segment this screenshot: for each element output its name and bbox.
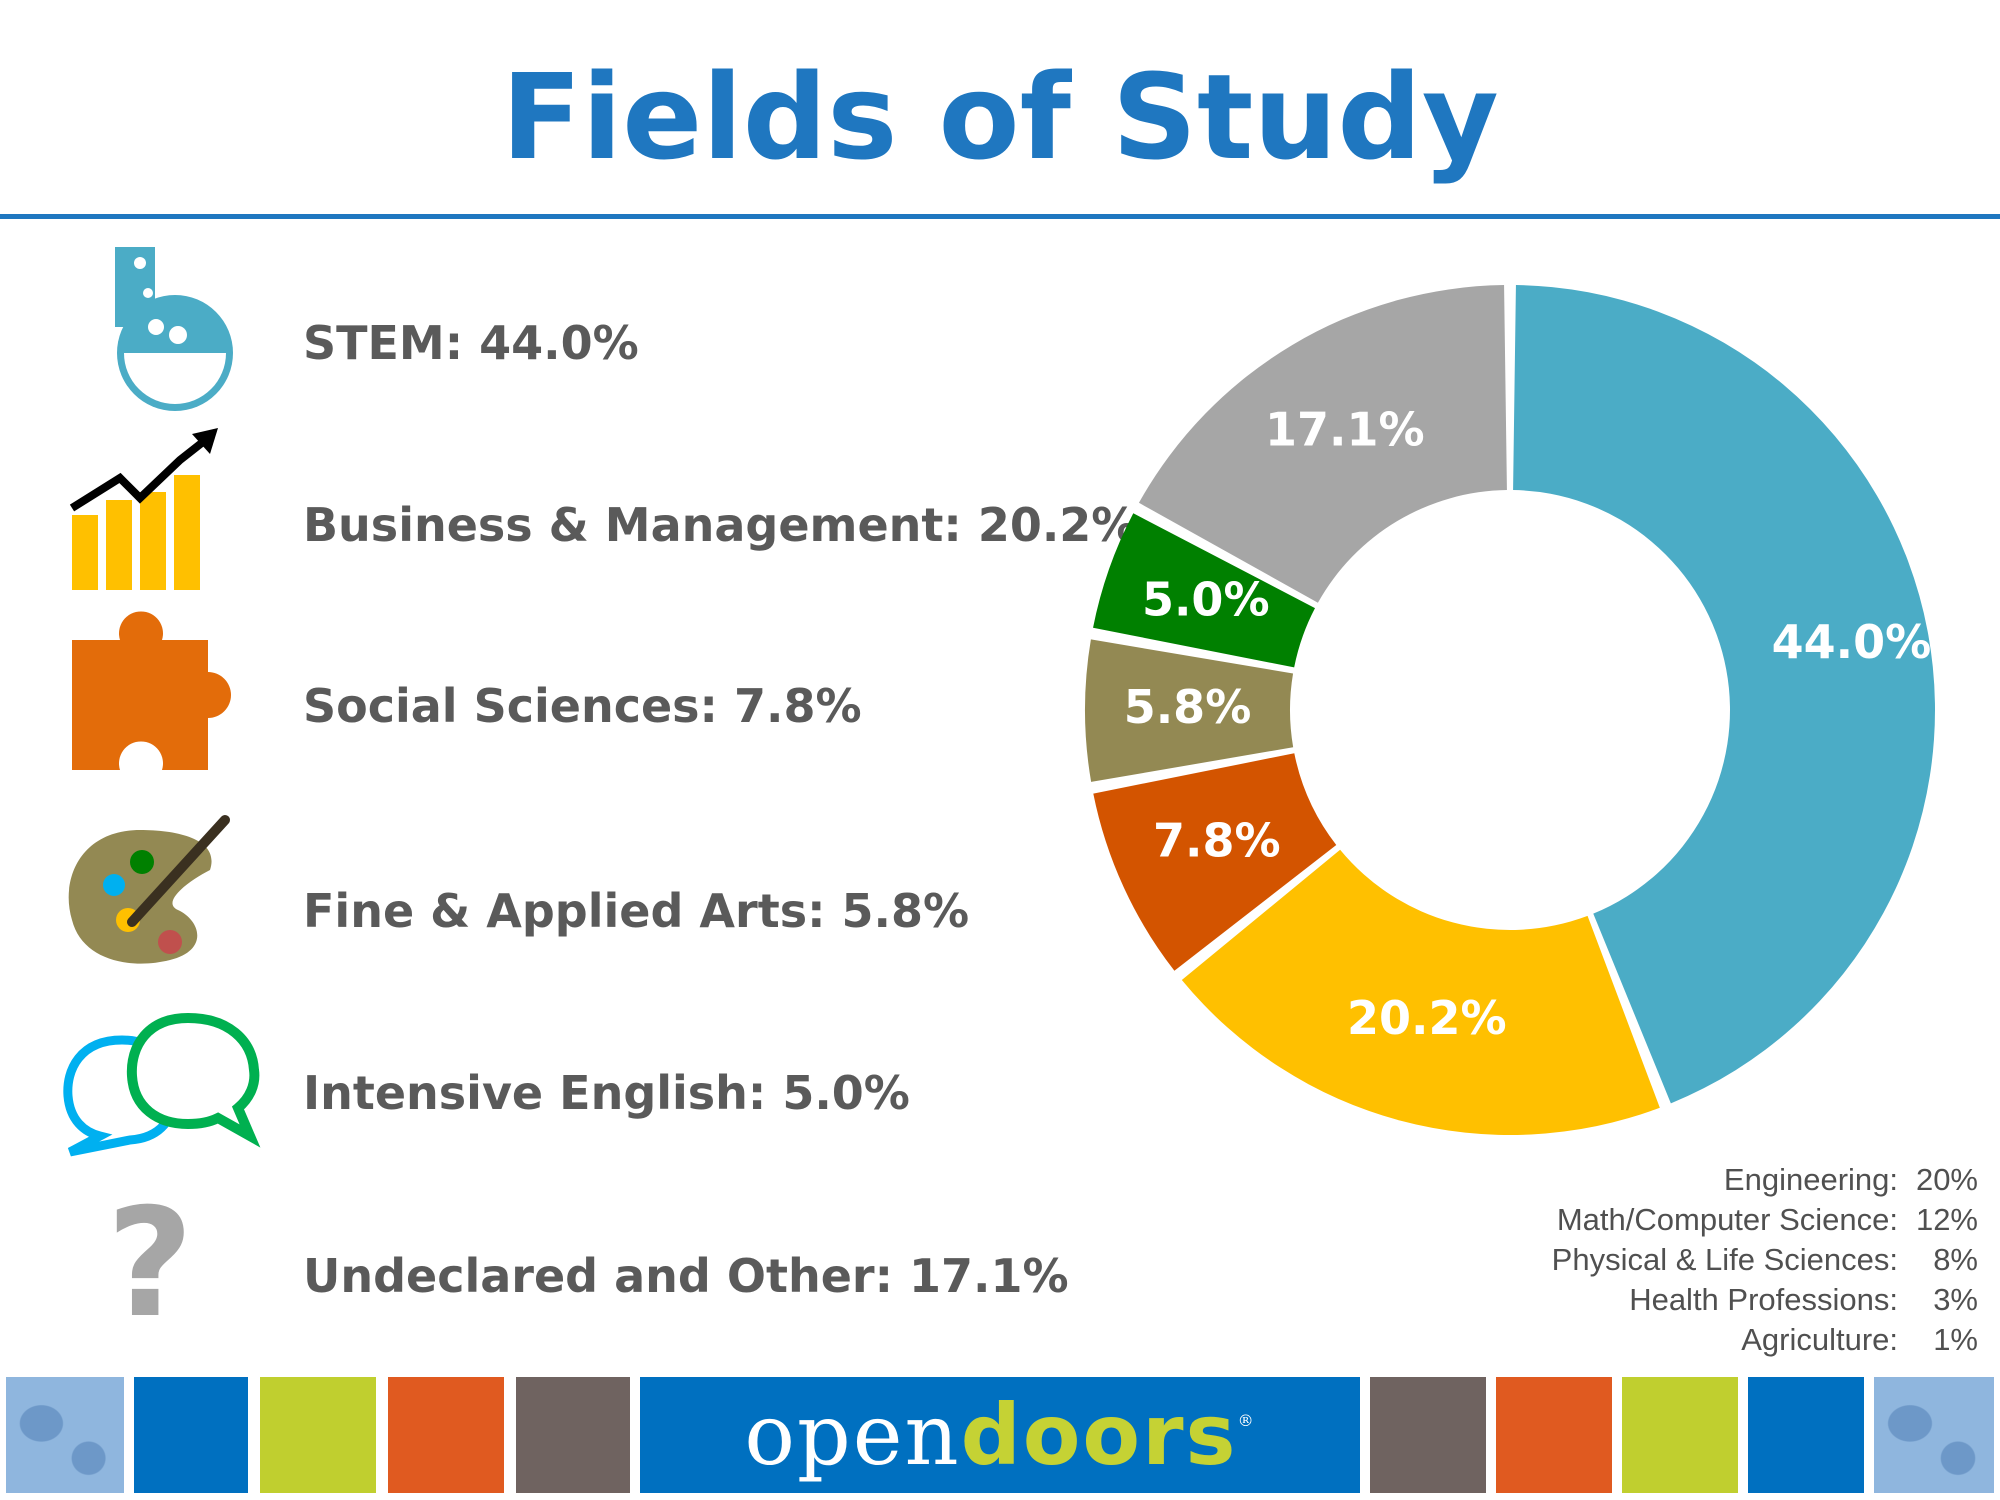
field-row-english: Intensive English: 5.0% [0,1005,1060,1157]
slice-data-label: 17.1% [1265,403,1425,457]
world-map-tile-left [6,1377,124,1493]
svg-text:?: ? [106,1177,193,1351]
slice-data-label: 5.8% [1124,680,1252,734]
breakdown-value: 3% [1933,1282,1978,1317]
flask-icon [60,245,260,415]
field-row-stem: STEM: 44.0% [0,247,1060,411]
color-tile [1496,1377,1612,1493]
slice-data-label: 20.2% [1347,991,1507,1045]
field-label-undeclared: Undeclared and Other: 17.1% [303,1249,1069,1303]
question-mark-icon: ? [60,1177,260,1351]
color-tile [260,1377,376,1493]
breakdown-value: 8% [1933,1242,1978,1277]
page-title: Fields of Study [501,48,1499,186]
field-label-social: Social Sciences: 7.8% [303,679,862,733]
field-label-english: Intensive English: 5.0% [303,1066,910,1120]
color-tile [388,1377,504,1493]
world-map-tile-right [1874,1377,1994,1493]
breakdown-label: Math/Computer Science: [1556,1202,1898,1237]
puzzle-piece-icon [60,610,260,780]
paint-palette-icon [60,810,260,980]
slice-data-label: 5.0% [1142,573,1270,627]
breakdown-row: Physical & Life Sciences: 8% [1278,1240,1978,1280]
color-tile [1748,1377,1864,1493]
logo-doors-text: doors [960,1386,1238,1484]
breakdown-value: 12% [1915,1202,1978,1237]
growth-chart-icon [60,420,260,590]
donut-slice [1181,849,1660,1135]
donut-slice [1093,513,1315,668]
logo-open-text: open [744,1386,961,1484]
color-tile [1622,1377,1738,1493]
donut-slice [1138,285,1507,603]
logo-registered-mark: ® [1237,1411,1256,1430]
color-tile [1370,1377,1486,1493]
opendoors-logo: open doors ® [640,1377,1360,1493]
breakdown-label: Agriculture: [1741,1322,1898,1357]
donut-chart: 44.0% 20.2% 7.8% 5.8% 5.0% 17.1% [1060,260,1960,1160]
title-divider [0,214,2000,219]
field-row-undeclared: ? Undeclared and Other: 17.1% [0,1177,1068,1351]
breakdown-label: Engineering: [1723,1162,1898,1197]
donut-chart-svg: 44.0% 20.2% 7.8% 5.8% 5.0% 17.1% [1085,285,1935,1135]
field-label-stem: STEM: 44.0% [303,316,639,370]
breakdown-label: Health Professions: [1629,1282,1898,1317]
donut-slice [1085,639,1294,782]
breakdown-label: Physical & Life Sciences: [1551,1242,1898,1277]
field-label-business: Business & Management: 20.2% [303,498,1138,552]
color-tile [516,1377,630,1493]
field-label-arts: Fine & Applied Arts: 5.8% [303,884,970,938]
breakdown-row: Agriculture: 1% [1278,1320,1978,1360]
field-row-business: Business & Management: 20.2% [0,428,1137,590]
donut-slice [1093,753,1337,971]
speech-bubbles-icon [60,1000,261,1170]
breakdown-value: 20% [1915,1162,1978,1197]
breakdown-row: Health Professions: 3% [1278,1280,1978,1320]
color-tile [134,1377,248,1493]
footer-banner: open doors ® [0,1377,2000,1493]
stem-breakdown: Engineering: 20% Math/Computer Science: … [1278,1160,1978,1360]
field-row-social: Social Sciences: 7.8% [0,611,1060,770]
slice-data-label: 44.0% [1772,615,1932,669]
breakdown-value: 1% [1933,1322,1978,1357]
field-row-arts: Fine & Applied Arts: 5.8% [0,815,1060,970]
donut-slice [1513,285,1935,1104]
breakdown-row: Engineering: 20% [1278,1160,1978,1200]
slice-data-label: 7.8% [1153,814,1281,868]
breakdown-row: Math/Computer Science: 12% [1278,1200,1978,1240]
